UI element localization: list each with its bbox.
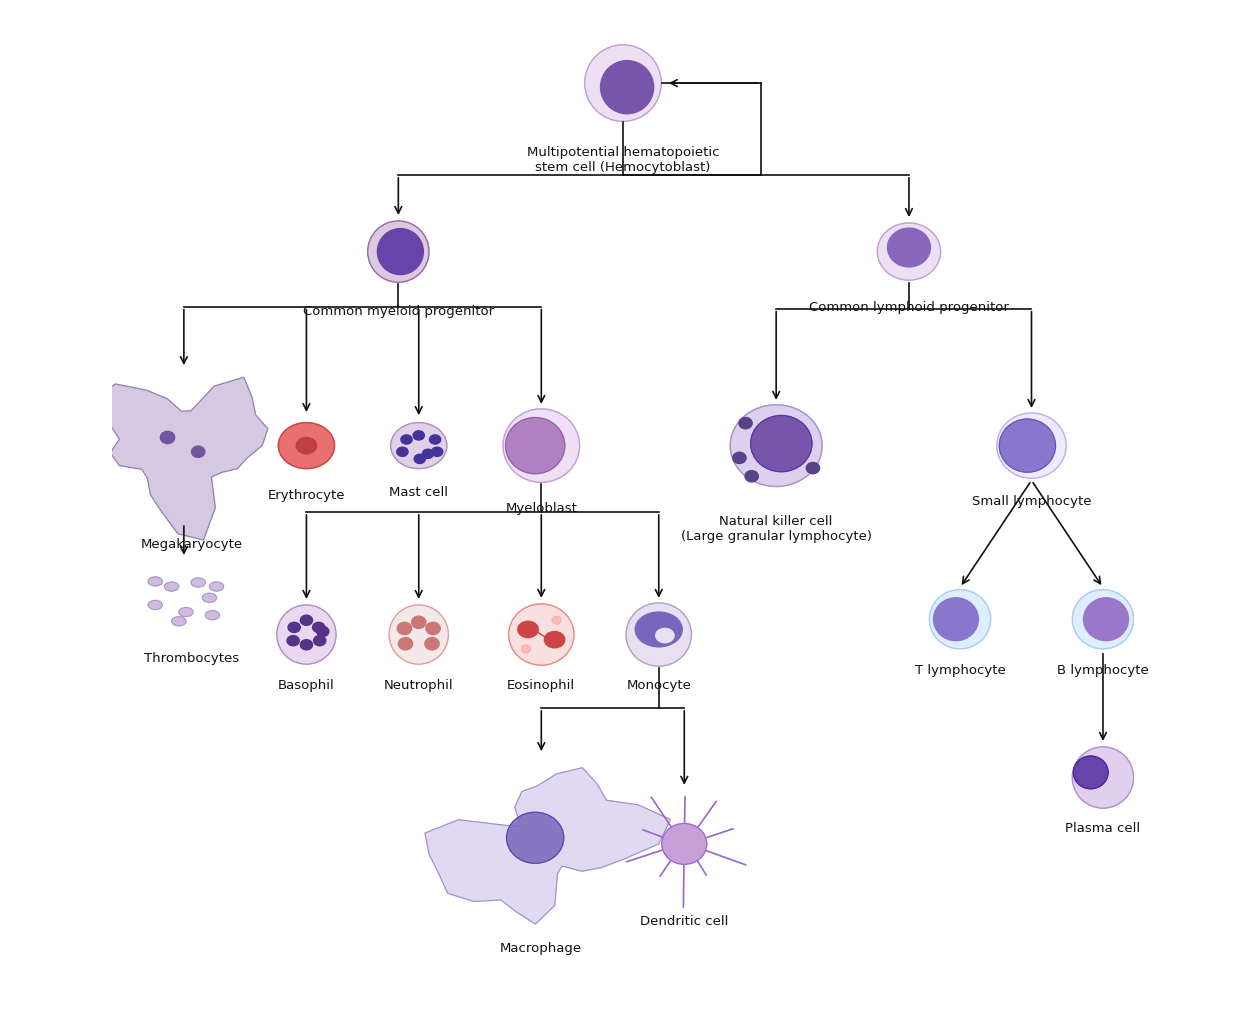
Ellipse shape	[930, 590, 991, 649]
Text: Thrombocytes: Thrombocytes	[145, 652, 239, 665]
Text: B lymphocyte: B lymphocyte	[1057, 665, 1149, 677]
Ellipse shape	[396, 447, 407, 457]
Ellipse shape	[300, 640, 313, 650]
Text: Myeloblast: Myeloblast	[506, 502, 577, 515]
Ellipse shape	[161, 431, 174, 443]
Ellipse shape	[739, 418, 753, 429]
Ellipse shape	[278, 423, 334, 469]
Ellipse shape	[192, 446, 204, 458]
Ellipse shape	[508, 604, 574, 666]
Ellipse shape	[431, 447, 442, 457]
Text: Monocyte: Monocyte	[627, 680, 692, 692]
Ellipse shape	[730, 404, 822, 486]
Ellipse shape	[316, 627, 329, 637]
Ellipse shape	[545, 632, 564, 648]
Ellipse shape	[368, 221, 429, 283]
Ellipse shape	[584, 45, 662, 122]
Ellipse shape	[997, 413, 1067, 478]
Ellipse shape	[506, 418, 564, 474]
Ellipse shape	[148, 600, 162, 609]
Ellipse shape	[378, 228, 424, 274]
Text: Dendritic cell: Dendritic cell	[640, 915, 729, 929]
Ellipse shape	[635, 612, 683, 647]
Text: Plasma cell: Plasma cell	[1065, 822, 1140, 836]
Ellipse shape	[313, 623, 325, 633]
Text: Macrophage: Macrophage	[500, 942, 582, 955]
Ellipse shape	[518, 622, 538, 638]
Ellipse shape	[164, 582, 178, 591]
Ellipse shape	[503, 409, 579, 482]
Text: Basophil: Basophil	[278, 680, 335, 692]
Ellipse shape	[601, 60, 654, 114]
Ellipse shape	[414, 455, 425, 464]
Ellipse shape	[391, 423, 447, 469]
Ellipse shape	[933, 598, 978, 641]
Ellipse shape	[1073, 746, 1134, 808]
Ellipse shape	[206, 610, 219, 620]
Polygon shape	[96, 377, 268, 540]
Ellipse shape	[662, 823, 706, 864]
Ellipse shape	[1073, 590, 1134, 649]
Ellipse shape	[518, 625, 527, 633]
Ellipse shape	[397, 623, 411, 635]
Ellipse shape	[1084, 598, 1129, 641]
Ellipse shape	[426, 623, 440, 635]
Ellipse shape	[1073, 756, 1108, 788]
Text: Common lymphoid progenitor: Common lymphoid progenitor	[809, 301, 1009, 313]
Ellipse shape	[422, 450, 434, 459]
Ellipse shape	[521, 645, 531, 653]
Text: Erythrocyte: Erythrocyte	[268, 488, 345, 502]
Ellipse shape	[554, 637, 564, 645]
Ellipse shape	[507, 812, 563, 863]
Ellipse shape	[552, 616, 561, 625]
Polygon shape	[425, 768, 670, 925]
Ellipse shape	[425, 638, 439, 650]
Ellipse shape	[999, 419, 1055, 472]
Text: Common myeloid progenitor: Common myeloid progenitor	[303, 305, 493, 317]
Text: T lymphocyte: T lymphocyte	[915, 665, 1006, 677]
Ellipse shape	[625, 603, 692, 667]
Ellipse shape	[300, 615, 313, 626]
Ellipse shape	[297, 437, 316, 454]
Ellipse shape	[178, 607, 193, 616]
Ellipse shape	[389, 605, 449, 665]
Ellipse shape	[287, 636, 299, 646]
Ellipse shape	[877, 223, 941, 281]
Text: Small lymphocyte: Small lymphocyte	[972, 495, 1091, 508]
Ellipse shape	[288, 623, 300, 633]
Ellipse shape	[209, 582, 224, 591]
Ellipse shape	[806, 463, 820, 474]
Ellipse shape	[887, 228, 931, 267]
Text: Eosinophil: Eosinophil	[507, 680, 576, 692]
Ellipse shape	[314, 636, 325, 646]
Text: Mast cell: Mast cell	[389, 486, 449, 500]
Ellipse shape	[733, 453, 746, 464]
Ellipse shape	[191, 578, 206, 587]
Ellipse shape	[148, 577, 162, 586]
Ellipse shape	[401, 435, 412, 444]
Ellipse shape	[750, 416, 812, 472]
Ellipse shape	[277, 605, 336, 665]
Text: Multipotential hematopoietic
stem cell (Hemocytoblast): Multipotential hematopoietic stem cell (…	[527, 146, 719, 174]
Text: Megakaryocyte: Megakaryocyte	[141, 538, 243, 551]
Ellipse shape	[655, 629, 674, 643]
Ellipse shape	[430, 435, 441, 444]
Text: Natural killer cell
(Large granular lymphocyte): Natural killer cell (Large granular lymp…	[680, 515, 872, 543]
Ellipse shape	[745, 471, 759, 482]
Ellipse shape	[414, 431, 425, 440]
Ellipse shape	[172, 616, 186, 626]
Ellipse shape	[202, 593, 217, 602]
Ellipse shape	[411, 616, 426, 629]
Ellipse shape	[399, 638, 412, 650]
Text: Neutrophil: Neutrophil	[384, 680, 454, 692]
